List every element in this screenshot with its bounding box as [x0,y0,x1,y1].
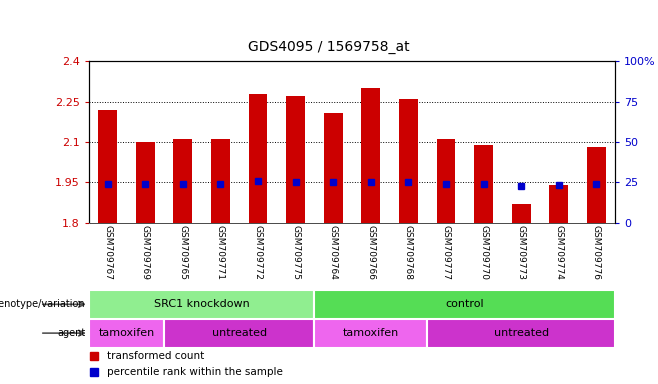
Bar [361,88,380,223]
Text: GSM709772: GSM709772 [253,225,263,280]
Text: transformed count: transformed count [107,351,205,361]
Bar [89,319,164,348]
Bar [474,145,493,223]
Text: percentile rank within the sample: percentile rank within the sample [107,367,283,377]
Text: GSM709775: GSM709775 [291,225,300,280]
Bar [587,147,606,223]
Bar [399,99,418,223]
Text: GSM709771: GSM709771 [216,225,225,280]
Text: GSM709766: GSM709766 [367,225,375,280]
Bar [315,290,615,319]
Bar [174,139,192,223]
Text: tamoxifen: tamoxifen [98,328,155,338]
Bar [98,110,117,223]
Text: untreated: untreated [212,328,266,338]
Text: GSM709769: GSM709769 [141,225,150,280]
Text: GSM709770: GSM709770 [479,225,488,280]
Text: GSM709776: GSM709776 [592,225,601,280]
Bar [286,96,305,223]
Text: GSM709774: GSM709774 [554,225,563,280]
Bar [437,139,455,223]
Bar [427,319,615,348]
Bar [89,290,315,319]
Bar [249,94,267,223]
Bar [211,139,230,223]
Text: GSM709768: GSM709768 [404,225,413,280]
Text: untreated: untreated [494,328,549,338]
Text: GSM709773: GSM709773 [517,225,526,280]
Bar [324,113,343,223]
Bar [512,204,530,223]
Text: genotype/variation: genotype/variation [0,299,86,310]
Text: tamoxifen: tamoxifen [343,328,399,338]
Text: GSM709767: GSM709767 [103,225,112,280]
Text: SRC1 knockdown: SRC1 knockdown [154,299,249,310]
Text: GSM709764: GSM709764 [329,225,338,280]
Text: GSM709777: GSM709777 [442,225,451,280]
Bar [136,142,155,223]
Bar [315,319,427,348]
Text: agent: agent [57,328,86,338]
Bar [164,319,315,348]
Text: GDS4095 / 1569758_at: GDS4095 / 1569758_at [248,40,410,54]
Text: GSM709765: GSM709765 [178,225,188,280]
Bar [549,185,569,223]
Text: control: control [445,299,484,310]
